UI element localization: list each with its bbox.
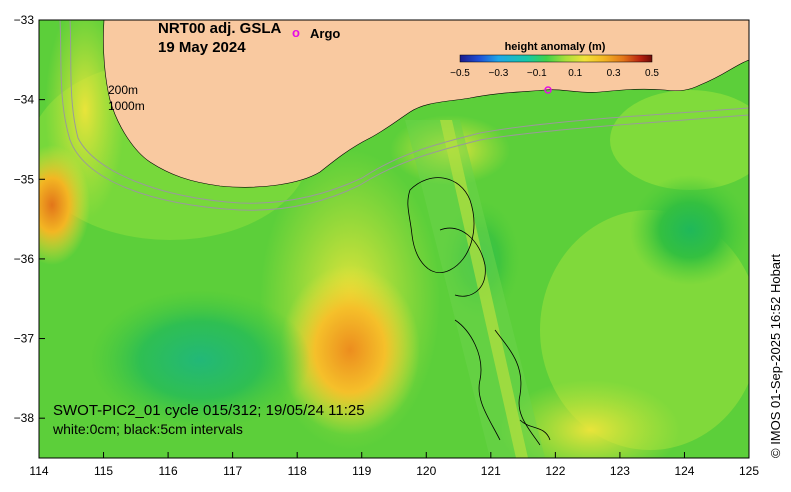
x-tick-label: 121 [481,464,501,478]
depth-label-200m: 200m [108,83,138,97]
anomaly-orange-central [280,265,420,435]
argo-legend-marker: o [292,25,300,40]
colorbar-tick-label: −0.5 [450,68,470,79]
x-axis: 114 115 116 117 118 119 120 121 122 123 124 125 [29,452,759,478]
colorbar-tick-label: 0.3 [607,68,621,79]
y-tick-label: −36 [14,252,35,266]
anomaly-low-east [630,175,749,285]
colorbar-tick-label: −0.1 [527,68,547,79]
x-tick-label: 116 [159,464,178,478]
colorbar-title: height anomaly (m) [505,41,606,53]
x-tick-label: 119 [352,464,371,478]
x-tick-label: 122 [545,464,565,478]
colorbar-tick-label: 0.1 [568,68,582,79]
colorbar-tick-label: −0.3 [489,68,509,79]
y-tick-label: −37 [14,332,35,346]
x-tick-label: 120 [416,464,436,478]
contour-caption: white:0cm; black:5cm intervals [52,421,243,437]
x-tick-label: 118 [288,464,307,478]
argo-float-marker [544,86,552,94]
map-title-line2: 19 May 2024 [158,39,246,56]
argo-legend-label: Argo [310,26,340,41]
swot-swath [405,120,545,458]
y-tick-label: −34 [14,93,35,107]
colorbar-ticks: −0.5 −0.3 −0.1 0.1 0.3 0.5 [450,68,659,79]
y-tick-label: −38 [14,411,35,425]
swot-caption: SWOT-PIC2_01 cycle 015/312; 19/05/24 11:… [53,402,365,419]
y-axis: −33 −34 −35 −36 −37 −38 [14,13,45,425]
map-title-line1: NRT00 adj. GSLA [158,20,282,37]
map-plot-area [39,20,749,458]
y-tick-label: −35 [14,172,35,186]
argo-floats [544,86,552,94]
colorbar: height anomaly (m) −0.5 −0.3 −0.1 0.1 0.3 0.5 [450,41,659,79]
x-tick-label: 124 [674,464,694,478]
anomaly-orange-west [39,145,90,265]
anomaly-low-southwest [90,290,310,430]
x-tick-label: 117 [223,464,242,478]
plot-frame [38,19,750,459]
colorbar-tick-label: 0.5 [645,68,659,79]
x-tick-label: 114 [29,464,48,478]
contours-black [407,177,551,446]
colorbar-gradient [459,54,653,63]
y-tick-label: −33 [14,13,35,27]
imos-credit: © IMOS 01-Sep-2025 16:52 Hobart [768,254,783,458]
depth-label-1000m: 1000m [108,99,145,113]
swot-nadir-gap [440,120,528,458]
anomaly-yellow-south-east [500,380,680,458]
x-tick-label: 123 [610,464,630,478]
x-tick-label: 125 [739,464,759,478]
isobaths [59,20,749,211]
x-tick-label: 115 [94,464,113,478]
